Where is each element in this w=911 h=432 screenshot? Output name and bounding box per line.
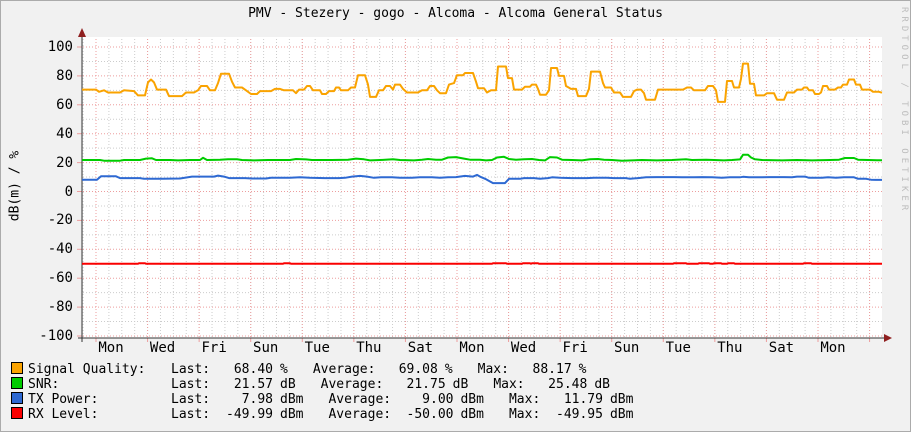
x-tick-label: Sat: [407, 340, 434, 356]
x-tick-label: Fri: [201, 340, 227, 356]
legend-max-value: 25.48: [548, 377, 588, 392]
legend-last-unit: dBm: [280, 392, 304, 407]
legend-average-unit: dBm: [460, 392, 484, 407]
series-signal-quality: [82, 62, 883, 103]
y-tick-label: 80: [56, 67, 73, 84]
y-tick-label: 60: [56, 96, 73, 113]
legend-max-unit: %: [578, 362, 587, 377]
x-tick-label: Sat: [768, 340, 795, 356]
x-tick-label: Mon: [820, 340, 846, 356]
y-axis-tick-labels: 100 80 60 40 20 0 -20 -40 -60 -80 -100: [1, 1, 74, 431]
legend-keyword-last: Last:: [171, 377, 211, 392]
y-tick-label: 40: [56, 125, 73, 142]
y-tick-label: -40: [47, 241, 73, 258]
legend-keyword-max: Max:: [477, 362, 509, 377]
legend-average-value: -50.00: [406, 407, 454, 422]
legend-row: TX Power: Last: 7.98 dBm Average: 9.00 dBm Max:…: [11, 392, 633, 407]
x-tick-label: Mon: [459, 340, 485, 356]
y-axis-arrow-icon: [78, 28, 86, 37]
legend-last-unit: dB: [280, 377, 296, 392]
legend-last-value: -49.99: [226, 407, 273, 422]
x-tick-label: Sun: [253, 340, 279, 356]
legend-max-value: 88.17: [532, 362, 572, 377]
legend-average-unit: dBm: [460, 407, 484, 422]
x-tick-label: Tue: [304, 340, 330, 356]
x-tick-label: Mon: [98, 340, 124, 356]
legend-average-value: 9.00: [422, 392, 454, 407]
legend-keyword-last: Last:: [171, 407, 211, 422]
legend-max-unit: dB: [594, 377, 610, 392]
legend-keyword-max: Max:: [493, 377, 525, 392]
legend-keyword-average: Average:: [312, 362, 376, 377]
legend-swatch: [11, 392, 23, 404]
legend-keyword-average: Average:: [320, 377, 384, 392]
series-rx-level: [82, 262, 882, 265]
legend-series-name: Signal Quality:: [28, 362, 146, 377]
y-tick-label: -80: [47, 299, 73, 316]
legend-average-value: 21.75: [406, 377, 446, 392]
legend-last-value: 68.40: [233, 362, 273, 377]
x-tick-label: Tue: [665, 340, 691, 356]
legend-series-name: RX Level:: [28, 407, 99, 422]
x-tick-label: Fri: [562, 340, 588, 356]
legend-max-value: -49.95: [556, 407, 603, 422]
legend-average-value: 69.08: [398, 362, 438, 377]
legend: Signal Quality: Last: 68.40% Average: 69.08%…: [11, 362, 633, 422]
x-tick-label: Wed: [510, 340, 537, 356]
y-tick-label: -60: [47, 270, 73, 287]
x-tick-label: Thu: [717, 340, 743, 356]
legend-keyword-max: Max:: [508, 392, 541, 407]
y-tick-label: -100: [39, 328, 73, 344]
legend-row: SNR: Last: 21.57 dB Average: 21.75 dB Max: 25.48…: [11, 377, 633, 392]
legend-keyword-average: Average:: [328, 407, 392, 422]
legend-row: RX Level: Last: -49.99 dBm Average: -50.00 dBm…: [11, 407, 633, 422]
y-tick-label: -20: [47, 212, 73, 229]
y-tick-label: 100: [47, 39, 73, 55]
legend-swatch: [11, 362, 23, 374]
legend-average-unit: dB: [452, 377, 469, 392]
series-snr: [82, 153, 882, 162]
legend-keyword-average: Average:: [328, 392, 392, 407]
legend-average-unit: %: [444, 362, 453, 377]
legend-last-unit: %: [280, 362, 288, 377]
legend-last-unit: dBm: [280, 407, 304, 422]
x-tick-label: Wed: [149, 340, 176, 356]
y-tick-label: 0: [64, 183, 73, 200]
legend-max-unit: dBm: [609, 407, 634, 422]
legend-keyword-last: Last:: [171, 392, 211, 407]
x-axis-arrow-icon: [884, 334, 892, 342]
graph-title: PMV - Stezery - gogo - Alcoma - Alcoma G…: [248, 6, 663, 21]
legend-swatch: [11, 377, 23, 389]
legend-series-name: SNR:: [28, 377, 60, 392]
x-tick-label: Thu: [356, 340, 382, 356]
legend-max-value: 11.79: [563, 392, 603, 407]
x-tick-label: Sun: [614, 340, 640, 356]
series-tx-power: [82, 173, 882, 185]
legend-max-unit: dBm: [609, 392, 634, 407]
rrdtool-watermark: RRDTOOL / TOBI OETIKER: [899, 7, 909, 215]
legend-last-value: 7.98: [241, 392, 273, 407]
legend-swatch: [11, 407, 23, 419]
y-tick-label: 20: [56, 154, 73, 171]
legend-last-value: 21.57: [233, 377, 273, 392]
legend-row: Signal Quality: Last: 68.40% Average: 69.08%…: [11, 362, 633, 377]
legend-series-name: TX Power:: [28, 392, 99, 407]
legend-keyword-max: Max:: [508, 407, 541, 422]
legend-keyword-last: Last:: [171, 362, 211, 377]
